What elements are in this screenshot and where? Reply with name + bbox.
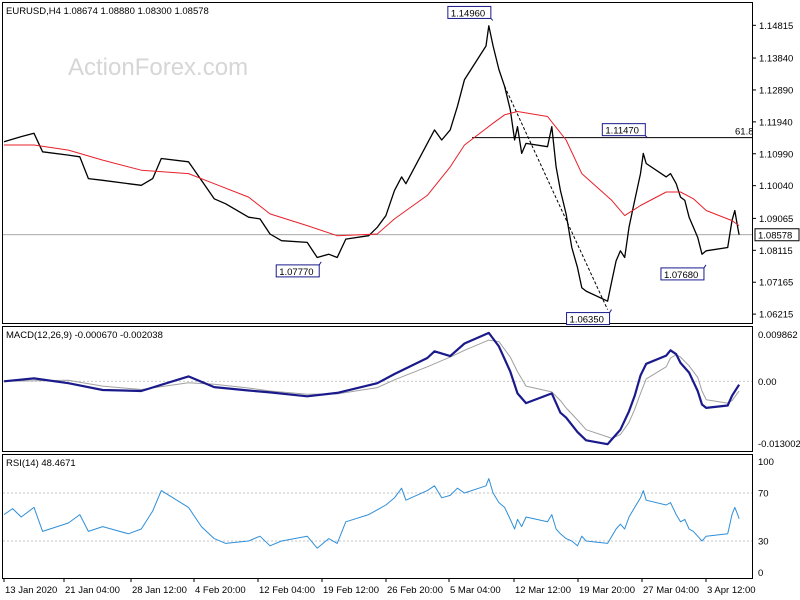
time-tick-label: 19 Mar 20:00 [579,585,635,596]
annotation-box [601,123,646,137]
annotation-pointer [490,18,494,21]
price-series-line [3,25,740,302]
price-tick-label: 1.10990 [759,149,793,160]
time-tick-label: 5 Mar 04:00 [450,585,501,596]
current-price-label: 1.08578 [758,230,792,241]
annotation-pointer [703,264,707,269]
macd-main-line [3,331,741,446]
series-lines [3,25,741,549]
annotation-pointer [318,261,322,266]
macd-tick-label: 0.009862 [758,330,798,341]
annotation-1: 1.07770 [275,261,322,278]
annotation-0: 1.14960 [447,5,494,21]
price-tick-label: 1.10040 [759,181,793,192]
time-tick-label: 26 Feb 20:00 [387,585,443,596]
time-tick-label: 12 Feb 04:00 [259,585,315,596]
rsi-tick-label: 30 [758,537,769,548]
price-tick-label: 1.11940 [759,117,793,128]
macd-last-value-label: 0.00 [758,377,777,388]
rsi-tick-label: 0 [758,568,763,579]
annotation-box [447,5,492,19]
price-tick-label: 1.09065 [759,214,793,225]
annotation-box [566,312,611,326]
time-tick-label: 13 Jan 2020 [5,585,57,596]
current-price-box [754,228,800,242]
price-tick-label: 1.12890 [759,85,793,96]
time-tick-label: 3 Apr 12:00 [707,585,756,596]
price-panel-frame [2,2,753,324]
annotation-pointer [609,309,612,313]
annotation-box [275,264,320,278]
price-tick-label: 1.06215 [759,310,793,321]
rsi-tick-label: 70 [758,489,769,500]
time-tick-label: 27 Mar 04:00 [643,585,699,596]
axis-labels: 1.14815 1.13840 1.12890 1.11940 1.10990 1.100… [3,21,800,596]
annotation-label: 1.07770 [279,267,313,278]
price-header: EURUSD,H4 1.08674 1.08880 1.08300 1.0857… [6,6,209,17]
annotation-label: 1.07680 [664,270,698,281]
time-tick-label: 4 Feb 20:00 [195,585,246,596]
decline-trendline [504,86,609,310]
fib-level-label: 61.8 [735,127,754,138]
rsi-line [3,478,740,549]
annotation-4: 1.07680 [660,264,707,281]
price-tick-label: 1.07165 [759,278,793,289]
rsi-panel-frame [2,454,753,579]
annotation-pointer [644,135,648,139]
price-tick-label: 1.08115 [759,246,793,257]
time-tick-label: 12 Mar 12:00 [515,585,571,596]
price-tick-label: 1.14815 [759,21,793,32]
annotation-label: 1.06350 [570,315,604,326]
rsi-tick-label: 100 [758,457,774,468]
annotation-label: 1.11470 [605,126,639,137]
macd-header: MACD(12,26,9) -0.000670 -0.002038 [6,330,163,341]
current-price-marker: 1.08578 [754,228,800,242]
annotation-box [660,267,705,281]
moving-average-line [4,111,740,237]
annotation-2: 1.06350 [566,309,612,326]
price-tick-label: 1.13840 [759,54,793,65]
annotation-label: 1.14960 [451,8,485,19]
rsi-header: RSI(14) 48.4671 [6,458,76,469]
watermark: ActionForex.com [68,54,248,81]
macd-panel-frame [2,326,753,452]
price-annotations: 1.14960 1.07770 1.06350 1.11470 1.07680 [275,5,707,326]
time-tick-label: 19 Feb 12:00 [323,585,379,596]
annotation-3: 1.11470 [601,123,648,139]
time-tick-label: 21 Jan 04:00 [65,585,120,596]
macd-signal-line [3,339,740,439]
macd-tick-label: -0.013002 [758,439,800,450]
time-tick-label: 28 Jan 12:00 [132,585,187,596]
